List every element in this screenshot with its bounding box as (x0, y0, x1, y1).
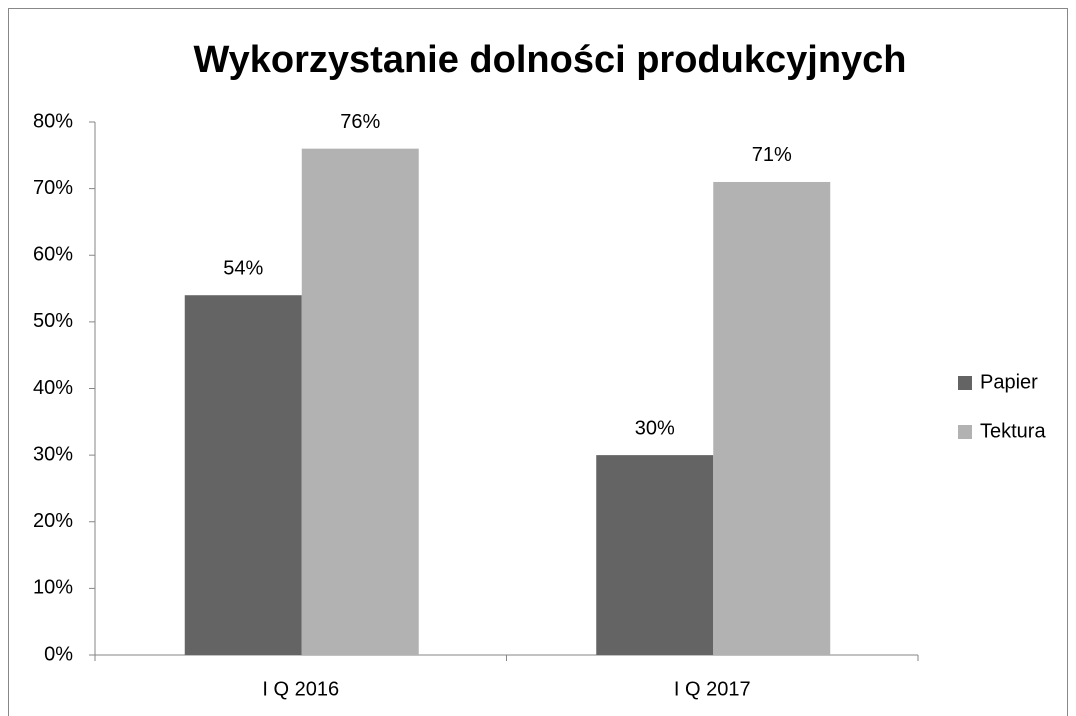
legend-swatch (958, 376, 972, 390)
bar (713, 181, 831, 655)
y-tick-label: 0% (44, 643, 73, 665)
y-tick-label: 10% (33, 577, 73, 599)
legend-swatch (958, 425, 972, 439)
x-tick-label: I Q 2016 (262, 678, 339, 700)
y-tick-label: 50% (33, 310, 73, 332)
legend-label: Papier (980, 371, 1038, 393)
y-tick-label: 30% (33, 443, 73, 465)
bar (596, 455, 714, 655)
legend-label: Tektura (980, 420, 1046, 442)
x-tick-label: I Q 2017 (674, 678, 751, 700)
y-tick-label: 20% (33, 510, 73, 532)
y-tick-label: 80% (33, 110, 73, 132)
y-tick-label: 60% (33, 244, 73, 266)
bar (184, 295, 302, 655)
y-tick-label: 70% (33, 177, 73, 199)
value-label: 76% (340, 111, 380, 133)
chart-border (8, 8, 1068, 716)
value-label: 71% (752, 144, 792, 166)
value-label: 30% (635, 417, 675, 439)
value-label: 54% (223, 258, 263, 280)
bar (301, 148, 419, 655)
y-tick-label: 40% (33, 377, 73, 399)
chart-title: Wykorzystanie dolności produkcyjnych (193, 39, 906, 81)
